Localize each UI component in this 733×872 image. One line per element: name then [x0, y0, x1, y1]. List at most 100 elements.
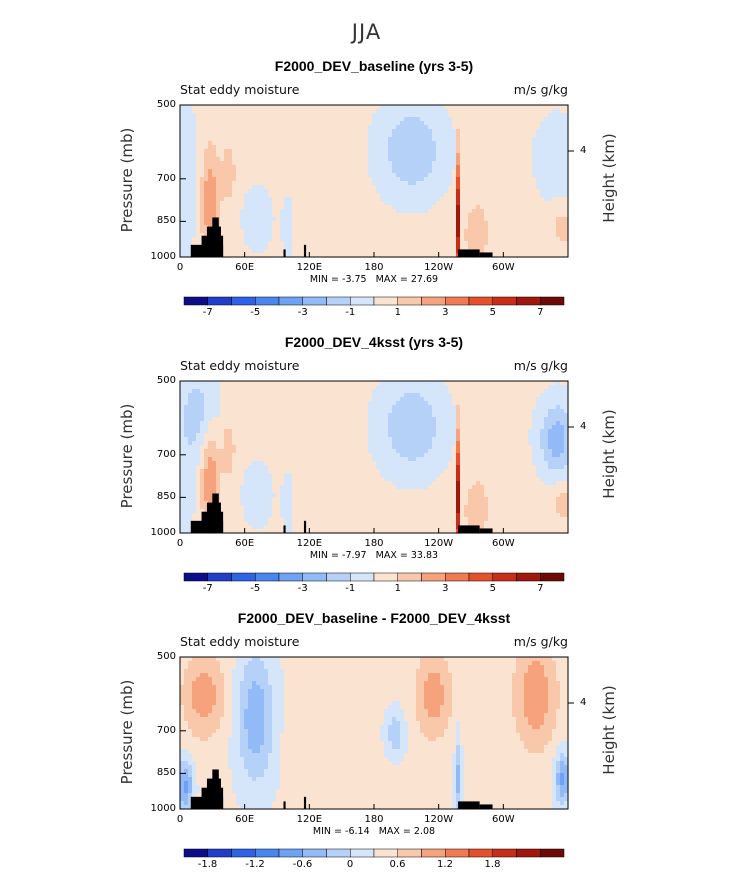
contour-cell: [300, 201, 305, 206]
contour-cell: [260, 213, 265, 218]
contour-cell: [240, 237, 245, 242]
contour-cell: [208, 113, 213, 118]
contour-cell: [460, 125, 465, 130]
contour-cell: [252, 181, 257, 186]
contour-cell: [232, 493, 237, 498]
contour-cell: [204, 109, 209, 114]
contour-cell: [240, 241, 245, 246]
contour-cell: [248, 145, 253, 150]
contour-cell: [252, 137, 257, 142]
contour-cell: [528, 249, 533, 254]
contour-cell: [420, 169, 425, 174]
contour-cell: [304, 517, 309, 522]
contour-cell: [536, 165, 541, 170]
contour-cell: [276, 197, 281, 202]
contour-cell: [496, 117, 501, 122]
contour-cell: [352, 129, 357, 134]
contour-cell: [296, 109, 301, 114]
contour-cell: [300, 385, 305, 390]
contour-cell: [224, 429, 229, 434]
contour-cell: [256, 229, 261, 234]
contour-cell: [380, 237, 385, 242]
contour-cell: [348, 105, 353, 110]
contour-cell: [224, 249, 229, 254]
contour-cell: [304, 469, 309, 474]
contour-cell: [284, 237, 289, 242]
contour-cell: [564, 165, 569, 170]
contour-cell: [316, 141, 321, 146]
contour-cell: [440, 153, 445, 158]
contour-cell: [300, 405, 305, 410]
contour-cell: [452, 117, 457, 122]
contour-cell: [544, 245, 549, 250]
contour-cell: [284, 513, 289, 518]
contour-cell: [548, 153, 553, 158]
contour-cell: [196, 425, 201, 430]
contour-cell: [260, 393, 265, 398]
contour-cell: [396, 181, 401, 186]
contour-cell: [552, 189, 557, 194]
contour-cell: [304, 245, 309, 250]
contour-cell: [244, 405, 249, 410]
contour-cell: [200, 133, 205, 138]
contour-cell: [220, 397, 225, 402]
contour-cell: [420, 253, 425, 258]
contour-cell: [288, 249, 293, 254]
contour-cell: [356, 181, 361, 186]
contour-cell: [180, 169, 185, 174]
contour-cell: [196, 481, 201, 486]
contour-cell: [244, 181, 249, 186]
contour-cell: [348, 197, 353, 202]
contour-cell: [228, 389, 233, 394]
contour-cell: [476, 125, 481, 130]
contour-cell: [240, 141, 245, 146]
colorbar-label: -5: [250, 307, 261, 318]
contour-cell: [520, 161, 525, 166]
contour-cell: [332, 253, 337, 258]
contour-cell: [248, 493, 253, 498]
contour-cell: [308, 217, 313, 222]
contour-cell: [188, 233, 193, 238]
contour-cell: [336, 169, 341, 174]
contour-cell: [372, 129, 377, 134]
contour-cell: [372, 209, 377, 214]
contour-cell: [416, 169, 421, 174]
contour-cell: [228, 401, 233, 406]
contour-cell: [236, 417, 241, 422]
contour-cell: [276, 457, 281, 462]
contour-cell: [240, 213, 245, 218]
contour-cell: [400, 149, 405, 154]
contour-cell: [488, 133, 493, 138]
contour-cell: [244, 401, 249, 406]
contour-cell: [516, 229, 521, 234]
contour-cell: [380, 141, 385, 146]
contour-cell: [224, 225, 229, 230]
contour-cell: [472, 149, 477, 154]
contour-cell: [188, 237, 193, 242]
contour-cell: [304, 509, 309, 514]
contour-cell: [480, 157, 485, 162]
contour-cell: [236, 425, 241, 430]
contour-cell: [516, 149, 521, 154]
contour-cell: [228, 469, 233, 474]
contour-cell: [360, 225, 365, 230]
contour-cell: [548, 193, 553, 198]
contour-cell: [476, 217, 481, 222]
contour-cell: [564, 133, 569, 138]
contour-cell: [468, 125, 473, 130]
contour-cell: [544, 165, 549, 170]
contour-cell: [300, 177, 305, 182]
contour-cell: [220, 121, 225, 126]
contour-cell: [240, 201, 245, 206]
contour-cell: [184, 237, 189, 242]
contour-cell: [388, 153, 393, 158]
contour-cell: [228, 221, 233, 226]
contour-cell: [356, 201, 361, 206]
contour-cell: [540, 189, 545, 194]
contour-cell: [312, 137, 317, 142]
contour-cell: [528, 177, 533, 182]
contour-cell: [244, 381, 249, 386]
contour-cell: [376, 249, 381, 254]
contour-cell: [480, 169, 485, 174]
contour-cell: [404, 221, 409, 226]
